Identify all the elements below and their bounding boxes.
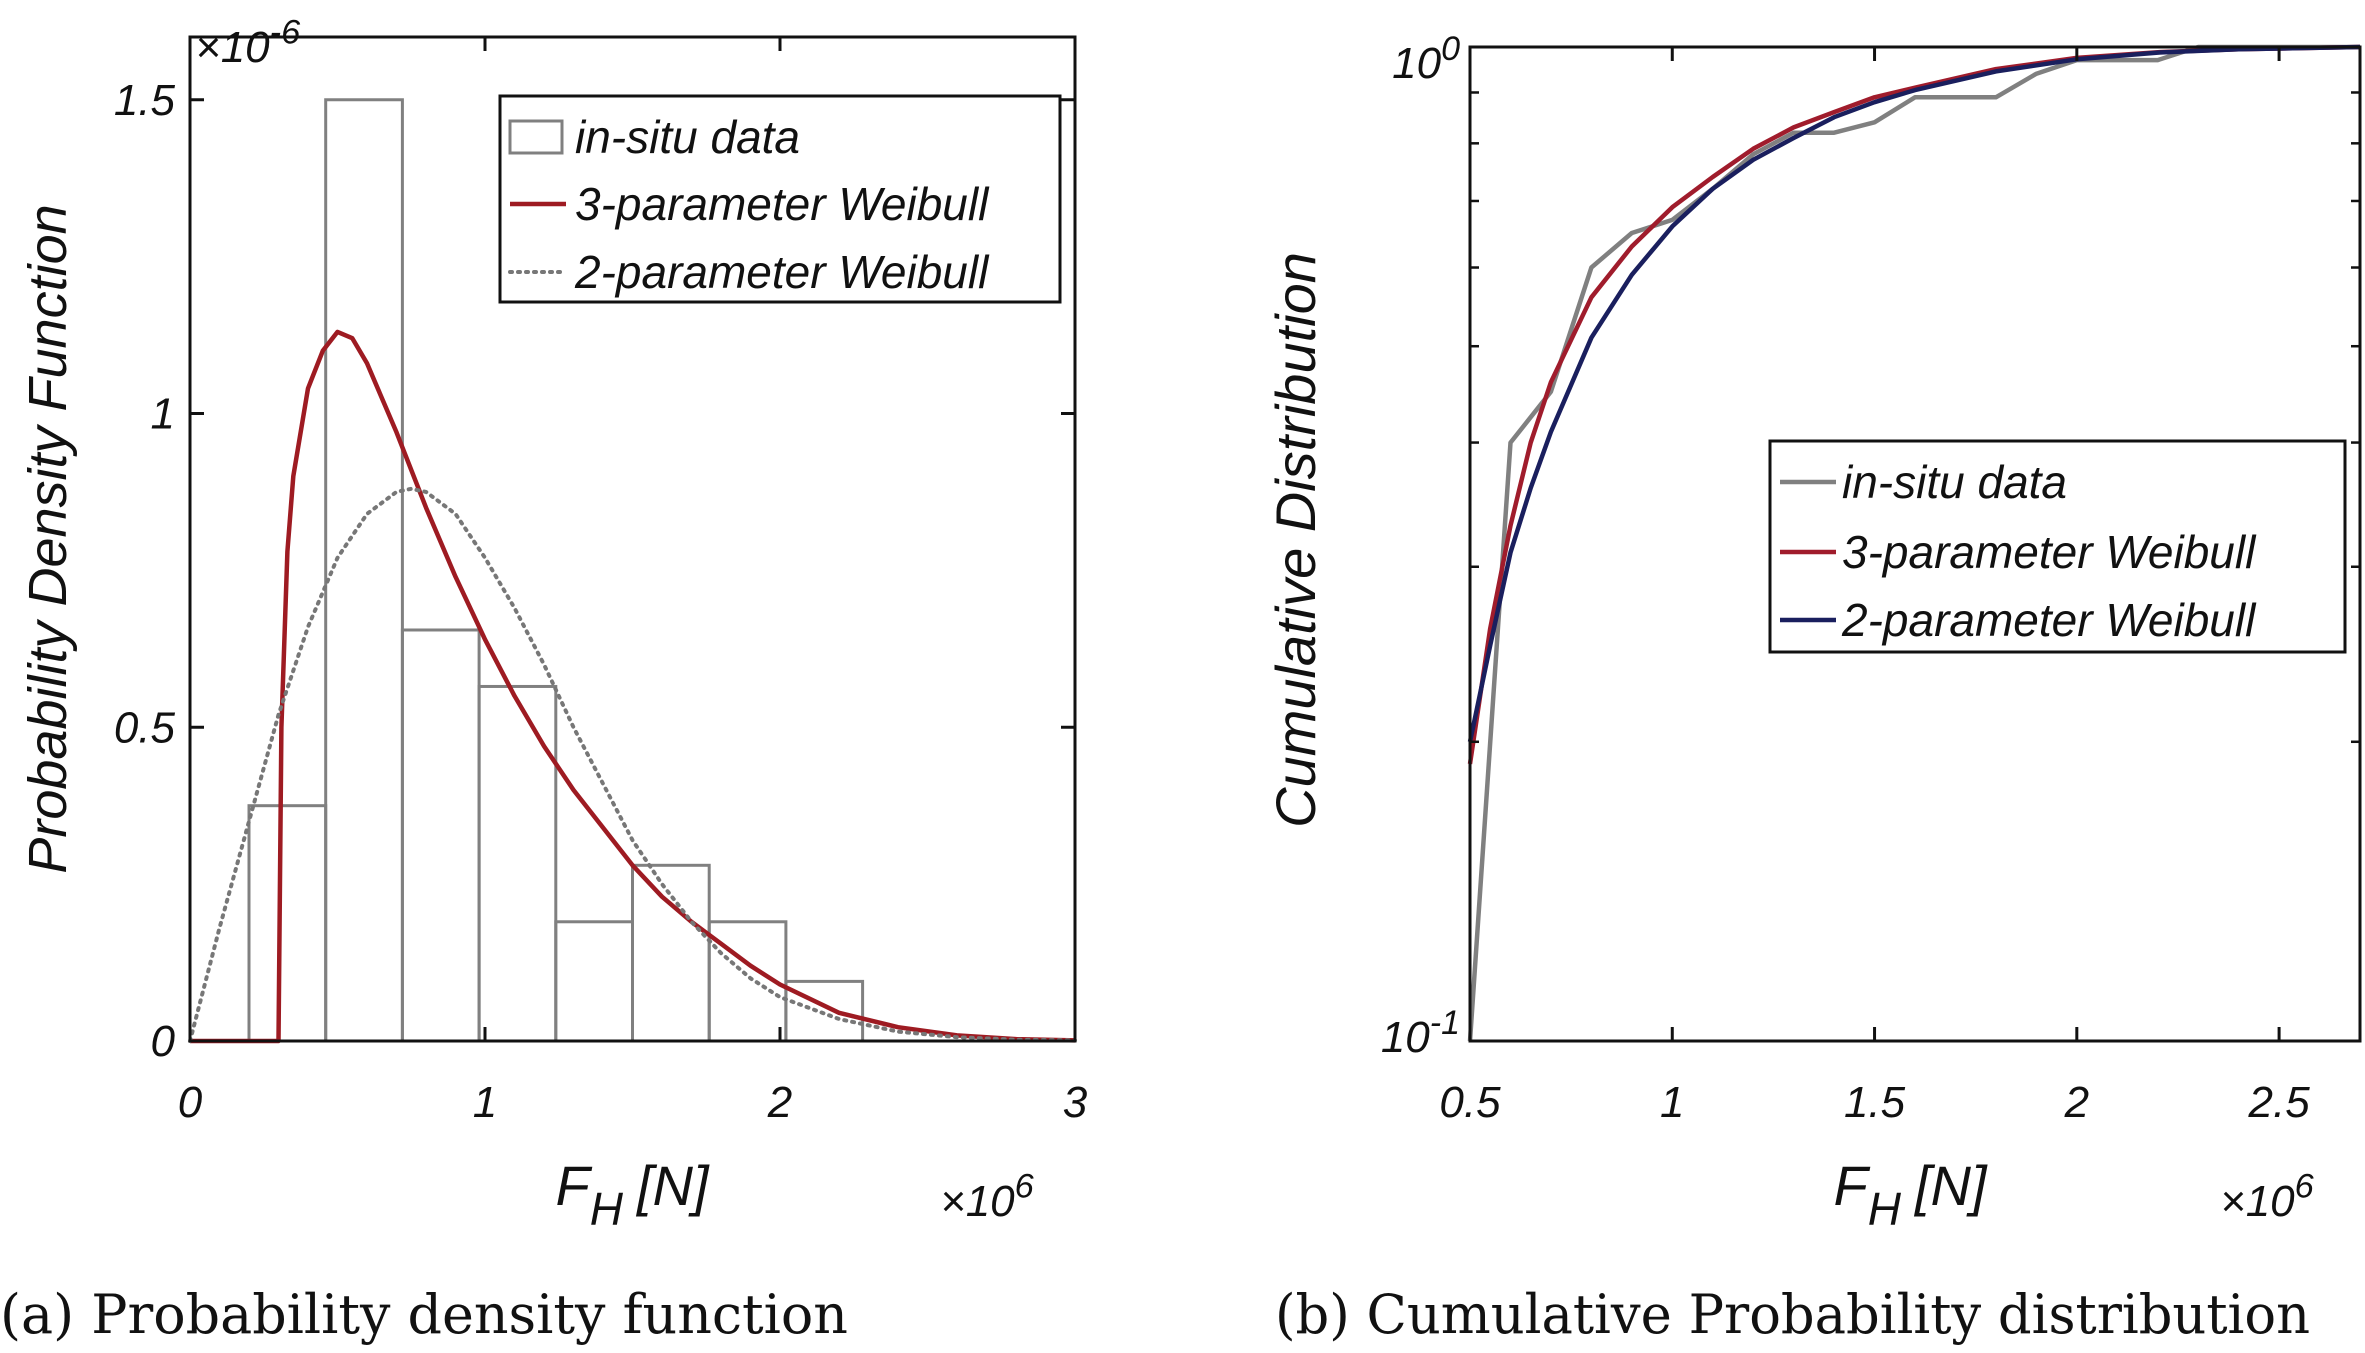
y-tick-label: 0.5 <box>114 703 176 752</box>
x-tick-label: 2.5 <box>2248 1078 2311 1127</box>
x-multiplier-base: ×10 <box>2220 1177 2295 1226</box>
legend-swatch-in-situ-data <box>508 119 564 155</box>
x-tick-label: 2 <box>2064 1078 2089 1127</box>
caption-a: (a) Probability density function <box>0 1283 848 1346</box>
x-axis-label: FH [N] <box>555 1154 709 1235</box>
y-tick-label-exp: 0 <box>1441 30 1460 68</box>
x-axis-label: FH [N] <box>1833 1154 1987 1235</box>
y-tick-label: 10-1 <box>1381 1004 1460 1062</box>
x-tick-label: 1.5 <box>1844 1078 1906 1127</box>
x-axis-label-var: F <box>555 1154 592 1217</box>
y-multiplier-exp: -6 <box>270 14 301 52</box>
y-multiplier: ×10-6 <box>195 14 301 72</box>
y-axis-label: Probability Density Function <box>18 204 78 873</box>
x-tick-label: 2 <box>767 1078 792 1127</box>
x-axis-label-sub: H <box>1868 1183 1902 1235</box>
plot-frame <box>188 35 1077 1043</box>
x-multiplier: ×106 <box>940 1168 1035 1226</box>
legend: in-situ data 3-parameter Weibull 2-paramet… <box>1768 439 2347 654</box>
series-line-2-parameter-weibull <box>188 486 1077 1043</box>
y-tick-label: 0 <box>151 1017 176 1066</box>
y-tick-label: 1.5 <box>114 76 176 125</box>
y-tick-label-base: 10 <box>1381 1013 1430 1062</box>
x-tick-label: 1 <box>473 1078 497 1127</box>
x-tick-label: 0.5 <box>1439 1078 1501 1127</box>
x-multiplier: ×106 <box>2220 1168 2315 1226</box>
x-multiplier-exp: 6 <box>2295 1168 2315 1206</box>
x-tick-label: 1 <box>1660 1078 1684 1127</box>
series-line-3-parameter-weibull <box>190 329 1076 1044</box>
legend-label: in-situ data <box>1842 456 2067 508</box>
x-axis-label-sub: H <box>590 1183 624 1235</box>
legend-box <box>498 94 1062 304</box>
y-multiplier-base: ×10 <box>195 23 270 72</box>
legend: in-situ data 3-parameter Weibull 2-paramet… <box>498 94 1062 304</box>
y-tick-label: 1 <box>151 390 175 439</box>
y-axis-label: Cumulative Distribution <box>1264 252 1327 828</box>
y-tick-label-exp: -1 <box>1430 1004 1460 1042</box>
x-axis-label-var: F <box>1833 1154 1870 1217</box>
x-multiplier-base: ×10 <box>940 1177 1015 1226</box>
y-tick-label: 100 <box>1392 30 1460 88</box>
legend-box <box>1768 439 2347 654</box>
y-tick-label-base: 10 <box>1392 39 1441 88</box>
x-axis-label-unit: [N] <box>1913 1154 1988 1217</box>
x-tick-label: 0 <box>178 1078 203 1127</box>
legend-label: in-situ data <box>575 111 800 163</box>
plot-frame <box>1468 45 2362 1043</box>
legend-label: 2-parameter Weibull <box>574 246 990 298</box>
legend-label: 3-parameter Weibull <box>575 178 990 230</box>
caption-b: (b) Cumulative Probability distribution <box>1275 1283 2310 1346</box>
legend-label: 3-parameter Weibull <box>1842 526 2257 578</box>
x-multiplier-exp: 6 <box>1015 1168 1035 1206</box>
x-axis-label-unit: [N] <box>635 1154 710 1217</box>
x-tick-label: 3 <box>1063 1078 1088 1127</box>
legend-label: 2-parameter Weibull <box>1841 594 2257 646</box>
